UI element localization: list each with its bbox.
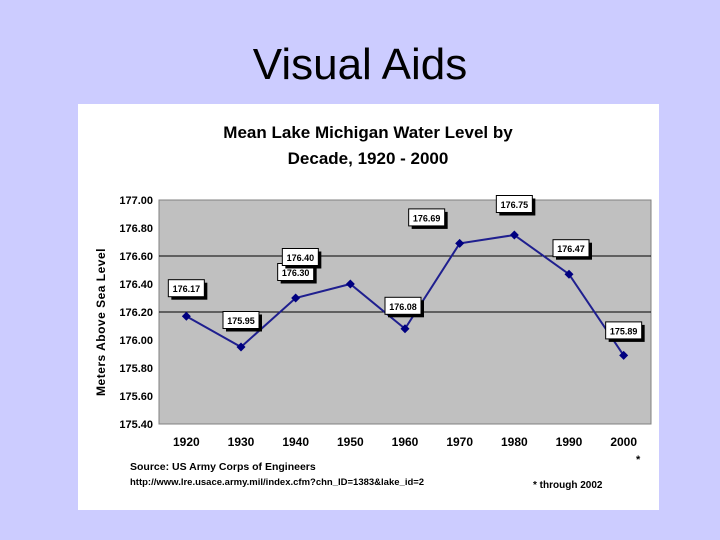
data-label-box-1930 [222,311,260,329]
data-label-box-1920 [167,279,205,298]
source-text: Source: US Army Corps of Engineers [130,461,316,473]
data-label-1980: 176.75 [501,200,529,210]
chart-panel: Mean Lake Michigan Water Level by Decade,… [78,104,659,510]
data-point-1950 [345,279,355,289]
x-tick-label-1960: 1960 [392,435,419,449]
data-point-2000 [619,350,629,360]
x-tick-label-1940: 1940 [282,435,309,449]
line-chart: Mean Lake Michigan Water Level by Decade,… [94,123,652,491]
chart-title-line-1: Mean Lake Michigan Water Level by [223,123,513,142]
data-point-1990 [564,269,574,279]
y-tick-label-5: 176.00 [119,335,153,347]
y-axis-label: Meters Above Sea Level [94,248,108,396]
data-point-1980 [509,230,519,240]
data-label-box-1970 [408,208,446,227]
x-tick-label-1920: 1920 [173,435,200,449]
chart-title-line-2: Decade, 1920 - 2000 [288,149,449,168]
data-label-box-2000 [605,321,643,340]
x-tick-label-1950: 1950 [337,435,364,449]
y-tick-label-1: 176.80 [119,223,153,235]
data-label-1930: 175.95 [227,316,255,326]
data-point-1970 [455,238,465,248]
data-label-1970: 176.69 [413,213,441,223]
data-point-1940 [291,293,301,303]
y-tick-label-6: 175.80 [119,363,153,375]
data-label-box-1960 [384,296,422,315]
y-tick-label-0: 177.00 [119,195,153,207]
x-tick-label-1930: 1930 [228,435,255,449]
footnote-mark: * [636,454,641,466]
data-label-box-1950 [281,248,319,266]
y-tick-label-7: 175.60 [119,391,153,403]
data-label-1950: 176.40 [287,253,315,263]
data-label-box-1990 [552,239,590,258]
y-tick-label-2: 176.60 [119,251,153,263]
data-label-box-1980 [495,195,533,213]
data-label-1940: 176.30 [282,268,310,278]
data-point-1920 [181,311,191,321]
data-label-2000: 175.89 [610,326,638,336]
source-url: http://www.lre.usace.army.mil/index.cfm?… [130,477,424,488]
data-point-1960 [400,324,410,334]
slide-title: Visual Aids [252,40,468,89]
x-tick-label-1980: 1980 [501,435,528,449]
y-tick-label-8: 175.40 [119,419,153,431]
x-tick-label-2000: 2000 [610,435,637,449]
footnote-text: * through 2002 [533,480,603,491]
x-tick-label-1990: 1990 [556,435,583,449]
x-tick-label-1970: 1970 [446,435,473,449]
data-label-1990: 176.47 [557,244,585,254]
data-point-1930 [236,342,246,352]
y-tick-label-3: 176.40 [119,279,153,291]
data-label-1960: 176.08 [389,302,417,312]
data-label-1920: 176.17 [173,284,201,294]
y-tick-label-4: 176.20 [119,307,153,319]
